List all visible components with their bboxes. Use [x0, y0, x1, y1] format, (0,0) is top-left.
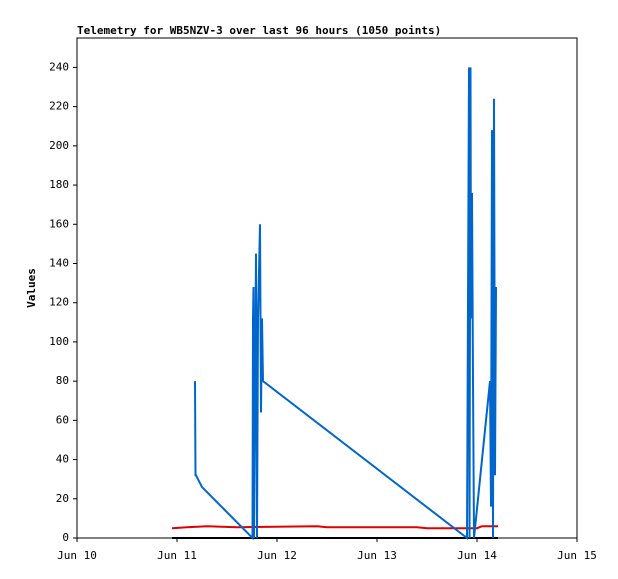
- y-tick-label: 180: [49, 178, 69, 191]
- y-tick-label: 200: [49, 139, 69, 152]
- y-tick-label: 160: [49, 217, 69, 230]
- x-tick-label: Jun 13: [357, 549, 397, 562]
- y-tick-label: 140: [49, 256, 69, 269]
- y-tick-label: 0: [62, 531, 69, 544]
- y-tick-label: 100: [49, 335, 69, 348]
- plot-frame: [76, 37, 578, 539]
- data-line: [171, 525, 498, 530]
- y-tick-label: 240: [49, 60, 69, 73]
- y-tick-label: 40: [56, 453, 69, 466]
- y-tick-label: 60: [56, 413, 69, 426]
- x-tick-label: Jun 12: [257, 549, 297, 562]
- x-tick-label: Jun 15: [557, 549, 597, 562]
- x-tick-label: Jun 14: [457, 549, 497, 562]
- data-line: [194, 67, 497, 541]
- chart-title: Telemetry for WB5NZV-3 over last 96 hour…: [77, 24, 441, 37]
- y-tick-label: 220: [49, 100, 69, 113]
- y-tick-label: 120: [49, 296, 69, 309]
- x-tick-label: Jun 10: [57, 549, 97, 562]
- y-tick-label: 20: [56, 492, 69, 505]
- y-tick-label: 80: [56, 374, 69, 387]
- y-axis-label: Values: [25, 268, 38, 308]
- x-tick-label: Jun 11: [157, 549, 197, 562]
